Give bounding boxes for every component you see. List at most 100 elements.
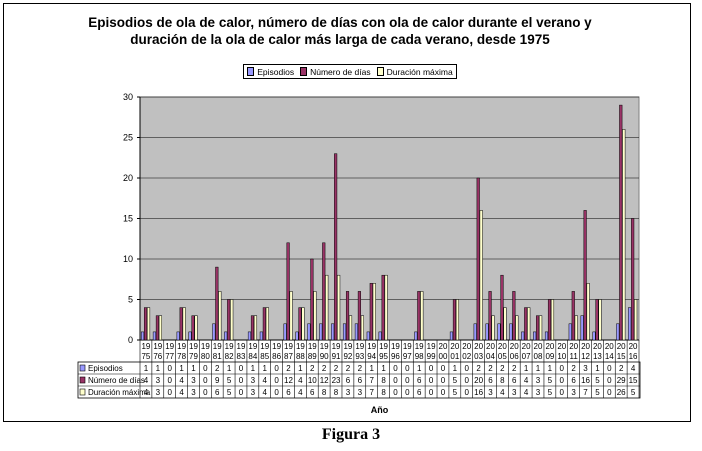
data-label: 12 [284, 376, 293, 385]
bar-numero-dias [191, 315, 195, 341]
legend-item-numero-dias: Número de días [300, 67, 371, 77]
data-label: 5 [453, 376, 458, 385]
data-label: 0 [607, 388, 612, 397]
bar-numero-dias [571, 291, 575, 341]
data-label: 0 [441, 388, 446, 397]
x-tick-label-century: 20 [474, 342, 483, 351]
bar-duracion-maxima [218, 291, 222, 341]
data-label: 0 [167, 364, 172, 373]
data-label: 2 [334, 364, 339, 373]
x-tick-label-century: 19 [343, 342, 352, 351]
data-label: 2 [488, 364, 493, 373]
x-tick-label-century: 19 [415, 342, 424, 351]
bar-episodios [259, 331, 263, 341]
data-label: 0 [464, 388, 469, 397]
x-tick-label-century: 19 [332, 342, 341, 351]
x-tick-label-century: 20 [462, 342, 471, 351]
x-tick-label-year: 85 [260, 352, 269, 361]
y-tick-label: 20 [123, 173, 133, 183]
x-tick-label-century: 19 [177, 342, 186, 351]
x-tick-label-year: 00 [439, 352, 448, 361]
bar-episodios [331, 323, 335, 341]
y-tick-label: 25 [123, 133, 133, 143]
data-label: 8 [381, 388, 386, 397]
x-tick-label-year: 06 [510, 352, 519, 361]
bar-duracion-maxima [384, 274, 388, 341]
data-label: 4 [144, 388, 149, 397]
data-label: 4 [179, 376, 184, 385]
bar-episodios [247, 331, 252, 341]
bar-numero-dias [417, 291, 421, 341]
data-label: 0 [203, 376, 208, 385]
table-row-duracion-maxima-swatch [79, 388, 86, 396]
bar-episodios [140, 331, 145, 341]
data-label: 8 [381, 376, 386, 385]
bar-numero-dias [512, 291, 516, 341]
x-tick-label-century: 19 [296, 342, 305, 351]
data-label: 1 [536, 364, 541, 373]
data-label: 1 [595, 364, 600, 373]
data-label: 4 [144, 376, 149, 385]
data-label: 0 [405, 364, 410, 373]
x-tick-label-century: 20 [581, 342, 590, 351]
bar-duracion-maxima [253, 315, 258, 341]
x-tick-label-century: 20 [605, 342, 614, 351]
x-tick-label-year: 07 [522, 352, 531, 361]
x-tick-label-century: 20 [629, 342, 638, 351]
data-label: 2 [571, 364, 576, 373]
bar-episodios [449, 331, 454, 341]
data-table-border [77, 361, 641, 399]
x-tick-label-century: 20 [439, 342, 448, 351]
bar-duracion-maxima [455, 299, 460, 341]
x-tick-label-year: 78 [177, 352, 186, 361]
x-tick-label-year: 97 [403, 352, 412, 361]
x-tick-label-century: 20 [569, 342, 578, 351]
bar-numero-dias [524, 307, 528, 341]
x-tick-label-year: 13 [593, 352, 602, 361]
data-label: 5 [227, 388, 232, 397]
data-label: 4 [263, 388, 268, 397]
data-label: 0 [167, 388, 172, 397]
x-tick-label-year: 79 [189, 352, 198, 361]
data-label: 1 [179, 364, 184, 373]
data-label: 0 [560, 364, 565, 373]
data-label: 1 [524, 364, 529, 373]
data-label: 2 [346, 364, 351, 373]
bar-episodios [224, 331, 228, 341]
bar-episodios [580, 315, 584, 341]
bar-duracion-maxima [146, 307, 151, 341]
x-tick-label-year: 05 [498, 352, 507, 361]
bar-episodios [414, 331, 418, 341]
data-label: 3 [251, 388, 256, 397]
chart-legend: Episodios Número de días Duración máxima [243, 64, 457, 79]
bar-episodios [188, 331, 192, 341]
bar-duracion-maxima [515, 315, 519, 341]
data-label: 8 [500, 376, 505, 385]
bar-numero-dias [488, 291, 492, 341]
data-label: 0 [464, 376, 469, 385]
data-label: 5 [548, 388, 553, 397]
data-label: 6 [215, 388, 220, 397]
data-label: 10 [308, 376, 317, 385]
data-label: 6 [512, 376, 517, 385]
data-label: 7 [369, 376, 374, 385]
x-tick-label-year: 94 [367, 352, 376, 361]
x-tick-label-year: 77 [165, 352, 174, 361]
x-tick-label-year: 75 [141, 352, 150, 361]
data-label: 4 [298, 388, 303, 397]
data-label: 0 [429, 364, 434, 373]
data-label: 1 [548, 364, 553, 373]
data-label: 1 [263, 364, 268, 373]
legend-swatch-duracion-maxima [376, 67, 384, 76]
bar-numero-dias [310, 258, 314, 341]
legend-label-episodios: Episodios [257, 66, 295, 77]
x-tick-label-year: 14 [605, 352, 614, 361]
bar-episodios [497, 323, 501, 341]
x-tick-label-century: 19 [165, 342, 174, 351]
x-tick-label-year: 99 [427, 352, 436, 361]
data-label: 0 [441, 376, 446, 385]
data-label: 0 [203, 364, 208, 373]
data-label: 3 [536, 388, 541, 397]
x-tick-label-century: 20 [593, 342, 602, 351]
